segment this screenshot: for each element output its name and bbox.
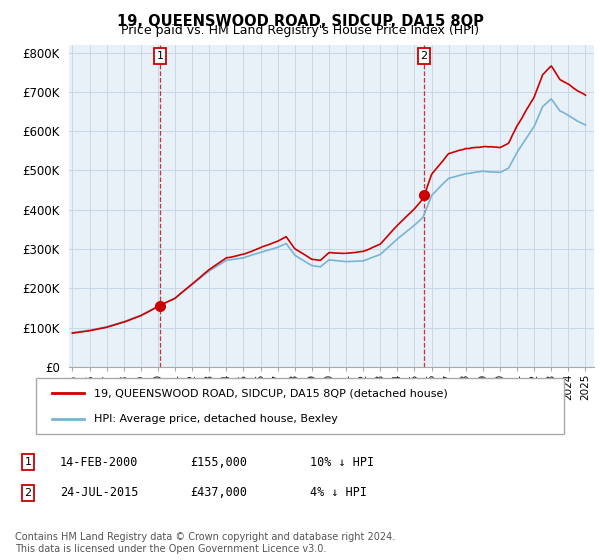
Text: 24-JUL-2015: 24-JUL-2015 xyxy=(60,486,139,500)
Text: 10% ↓ HPI: 10% ↓ HPI xyxy=(310,455,374,469)
Text: £437,000: £437,000 xyxy=(190,486,247,500)
Text: Contains HM Land Registry data © Crown copyright and database right 2024.
This d: Contains HM Land Registry data © Crown c… xyxy=(15,533,395,554)
Text: 4% ↓ HPI: 4% ↓ HPI xyxy=(310,486,367,500)
Text: 19, QUEENSWOOD ROAD, SIDCUP, DA15 8QP (detached house): 19, QUEENSWOOD ROAD, SIDCUP, DA15 8QP (d… xyxy=(94,388,448,398)
Text: 14-FEB-2000: 14-FEB-2000 xyxy=(60,455,139,469)
Text: 1: 1 xyxy=(25,457,32,467)
Text: 19, QUEENSWOOD ROAD, SIDCUP, DA15 8QP: 19, QUEENSWOOD ROAD, SIDCUP, DA15 8QP xyxy=(116,14,484,29)
Text: Price paid vs. HM Land Registry's House Price Index (HPI): Price paid vs. HM Land Registry's House … xyxy=(121,24,479,37)
Text: 2: 2 xyxy=(25,488,32,498)
Text: HPI: Average price, detached house, Bexley: HPI: Average price, detached house, Bexl… xyxy=(94,414,338,424)
Text: 2: 2 xyxy=(421,51,428,61)
FancyBboxPatch shape xyxy=(36,378,564,434)
Text: 1: 1 xyxy=(157,51,163,61)
Text: £155,000: £155,000 xyxy=(190,455,247,469)
